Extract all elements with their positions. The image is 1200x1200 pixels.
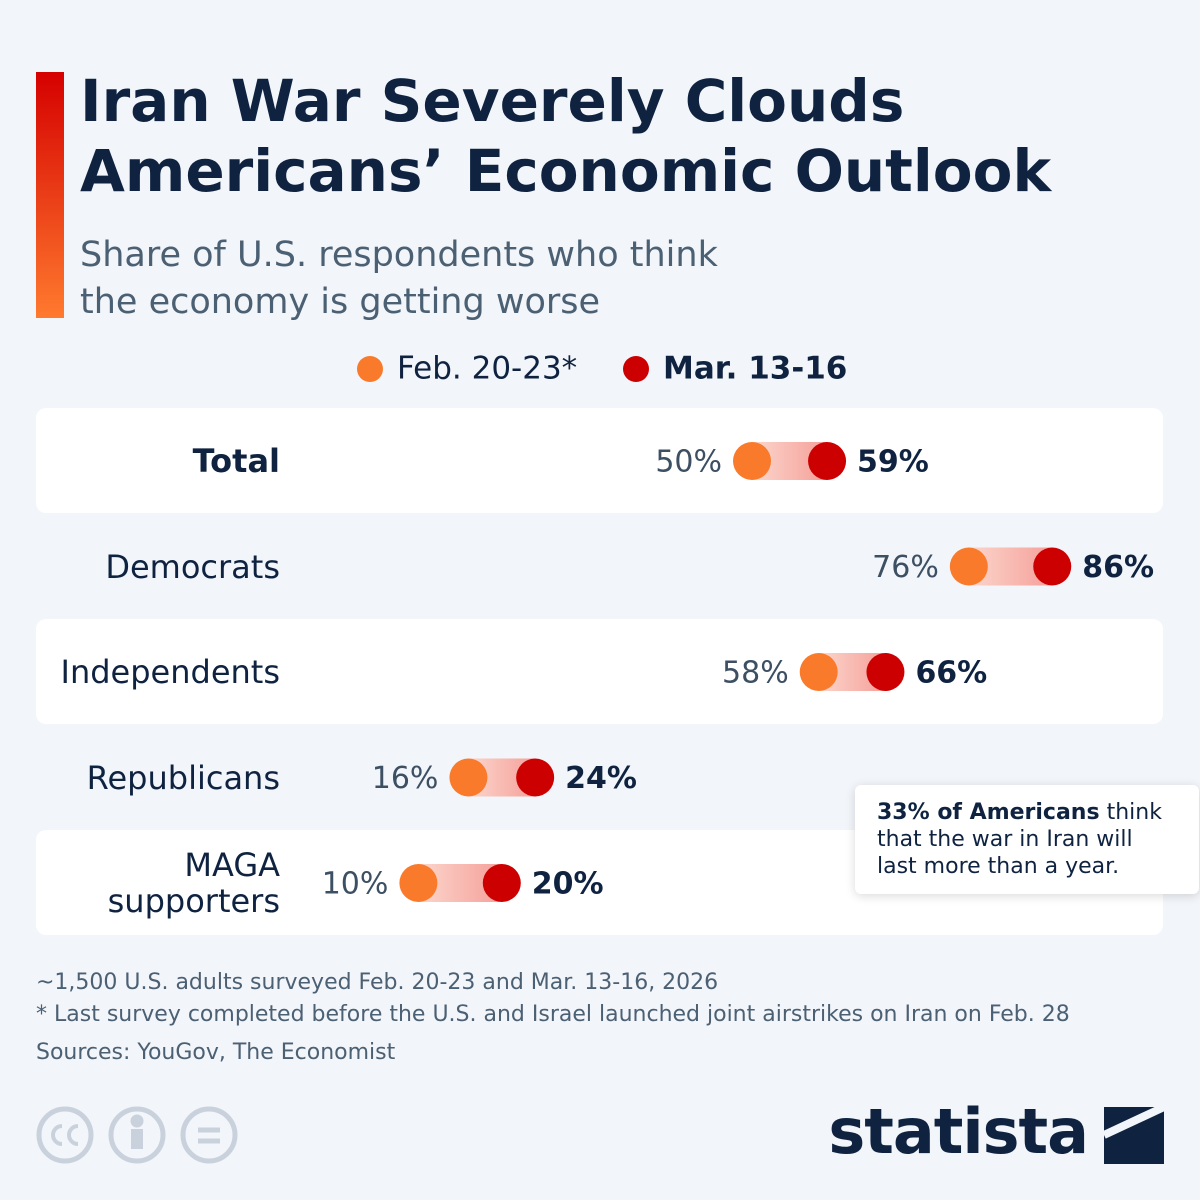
dot xyxy=(482,864,521,902)
legend-swatch xyxy=(623,356,649,382)
annotation-text: think that the war in Iran will last mor… xyxy=(877,800,1162,879)
value-label: 16% xyxy=(372,761,439,796)
value-label: 50% xyxy=(655,445,722,480)
value-label: 76% xyxy=(872,550,939,585)
value-label: 20% xyxy=(532,867,604,902)
annotation-bold: 33% of Americans xyxy=(877,800,1100,825)
dot xyxy=(733,442,771,480)
dot xyxy=(399,864,438,902)
dot xyxy=(866,653,905,691)
chart-title: Iran War Severely Clouds Americans’ Econ… xyxy=(80,67,1052,205)
cc-icons xyxy=(36,1106,238,1164)
value-label: 66% xyxy=(915,656,987,691)
dot xyxy=(949,547,988,586)
category-label: Total xyxy=(192,442,280,480)
accent-bar xyxy=(36,72,64,318)
brand-icon xyxy=(1102,1103,1166,1164)
value-label: 24% xyxy=(565,761,637,796)
legend-label: Mar. 13-16 xyxy=(663,351,847,387)
value-label: 59% xyxy=(857,445,929,480)
brand: statista xyxy=(828,1095,1089,1168)
category-label: Republicans xyxy=(86,758,280,797)
row-band xyxy=(36,408,1163,513)
value-label: 86% xyxy=(1082,550,1154,585)
note: * Last survey completed before the U.S. … xyxy=(36,1002,1070,1027)
dot xyxy=(449,758,488,797)
note: ~1,500 U.S. adults surveyed Feb. 20-23 a… xyxy=(36,970,719,995)
source: Sources: YouGov, The Economist xyxy=(36,1040,396,1065)
dot xyxy=(808,442,847,480)
row-band xyxy=(36,619,1163,724)
dot xyxy=(799,653,838,691)
category-label: Democrats xyxy=(105,547,280,586)
dot xyxy=(1033,547,1072,586)
dot xyxy=(516,758,555,797)
annotation: 33% of Americans think that the war in I… xyxy=(855,785,1199,894)
legend-label: Feb. 20-23* xyxy=(397,351,577,387)
chart-subtitle: Share of U.S. respondents who think the … xyxy=(80,235,718,322)
value-label: 58% xyxy=(722,656,789,691)
legend-swatch xyxy=(357,356,383,382)
value-label: 10% xyxy=(322,867,389,902)
category-label: MAGA supporters xyxy=(107,846,280,920)
category-label: Independents xyxy=(60,653,281,691)
